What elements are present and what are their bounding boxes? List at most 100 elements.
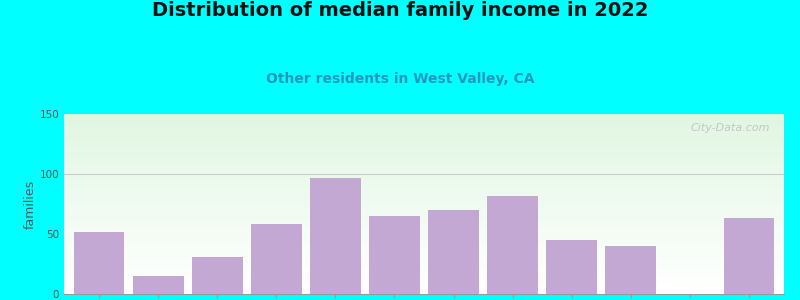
Bar: [64, 212, 784, 214]
Bar: [64, 266, 784, 268]
Bar: [64, 226, 784, 227]
Bar: [64, 211, 784, 212]
Bar: [64, 167, 784, 168]
Bar: [64, 192, 784, 193]
Bar: [64, 253, 784, 254]
Bar: [64, 199, 784, 200]
Bar: [64, 203, 784, 204]
Bar: [64, 263, 784, 264]
Bar: [64, 235, 784, 236]
Bar: [64, 264, 784, 265]
Bar: [64, 236, 784, 238]
Bar: [64, 154, 784, 155]
Bar: [370, 216, 419, 294]
Bar: [64, 252, 784, 253]
Bar: [64, 209, 784, 210]
Bar: [64, 161, 784, 162]
Bar: [64, 229, 784, 230]
Bar: [64, 257, 784, 258]
Bar: [64, 214, 784, 215]
Text: City-Data.com: City-Data.com: [690, 123, 770, 133]
Bar: [64, 240, 784, 241]
Bar: [64, 130, 784, 131]
Bar: [64, 259, 784, 260]
Bar: [64, 157, 784, 158]
Bar: [64, 272, 784, 274]
Bar: [64, 139, 784, 140]
Bar: [64, 169, 784, 170]
Bar: [64, 238, 784, 239]
Bar: [64, 166, 784, 167]
Bar: [64, 223, 784, 224]
Bar: [64, 224, 784, 226]
Bar: [64, 271, 784, 272]
Bar: [64, 283, 784, 284]
Bar: [64, 163, 784, 164]
Bar: [64, 176, 784, 178]
Bar: [64, 126, 784, 127]
Bar: [251, 224, 302, 294]
Bar: [74, 232, 125, 294]
Bar: [64, 202, 784, 203]
Bar: [64, 220, 784, 221]
Bar: [64, 136, 784, 137]
Bar: [64, 216, 784, 217]
Bar: [64, 138, 784, 139]
Bar: [64, 162, 784, 163]
Bar: [64, 215, 784, 216]
Bar: [64, 233, 784, 234]
Bar: [64, 276, 784, 277]
Bar: [64, 284, 784, 286]
Bar: [64, 198, 784, 199]
Bar: [64, 187, 784, 188]
Bar: [64, 142, 784, 143]
Bar: [64, 186, 784, 187]
Bar: [64, 277, 784, 278]
Bar: [64, 174, 784, 175]
Bar: [64, 281, 784, 282]
Bar: [64, 289, 784, 290]
Bar: [64, 160, 784, 161]
Bar: [64, 190, 784, 191]
Bar: [64, 116, 784, 118]
Bar: [487, 196, 538, 294]
Bar: [64, 128, 784, 130]
Y-axis label: families: families: [24, 179, 37, 229]
Bar: [64, 227, 784, 228]
Bar: [64, 146, 784, 148]
Bar: [64, 200, 784, 202]
Bar: [64, 193, 784, 194]
Bar: [64, 172, 784, 173]
Bar: [64, 148, 784, 149]
Bar: [64, 217, 784, 218]
Text: Distribution of median family income in 2022: Distribution of median family income in …: [152, 2, 648, 20]
Bar: [64, 228, 784, 229]
Bar: [64, 180, 784, 181]
Bar: [64, 210, 784, 211]
Bar: [64, 197, 784, 198]
Bar: [64, 256, 784, 257]
Bar: [64, 178, 784, 179]
Bar: [64, 205, 784, 206]
Bar: [64, 250, 784, 251]
Bar: [64, 268, 784, 269]
Bar: [64, 251, 784, 252]
Bar: [64, 181, 784, 182]
Bar: [64, 175, 784, 176]
Bar: [64, 218, 784, 220]
Bar: [64, 248, 784, 250]
Bar: [64, 269, 784, 270]
Bar: [64, 286, 784, 287]
Bar: [64, 149, 784, 150]
Bar: [723, 218, 774, 294]
Bar: [64, 292, 784, 293]
Bar: [64, 274, 784, 275]
Bar: [64, 242, 784, 244]
Bar: [64, 127, 784, 128]
Bar: [64, 152, 784, 154]
Bar: [64, 151, 784, 152]
Bar: [64, 156, 784, 157]
Bar: [64, 204, 784, 205]
Bar: [64, 282, 784, 283]
Bar: [64, 287, 784, 288]
